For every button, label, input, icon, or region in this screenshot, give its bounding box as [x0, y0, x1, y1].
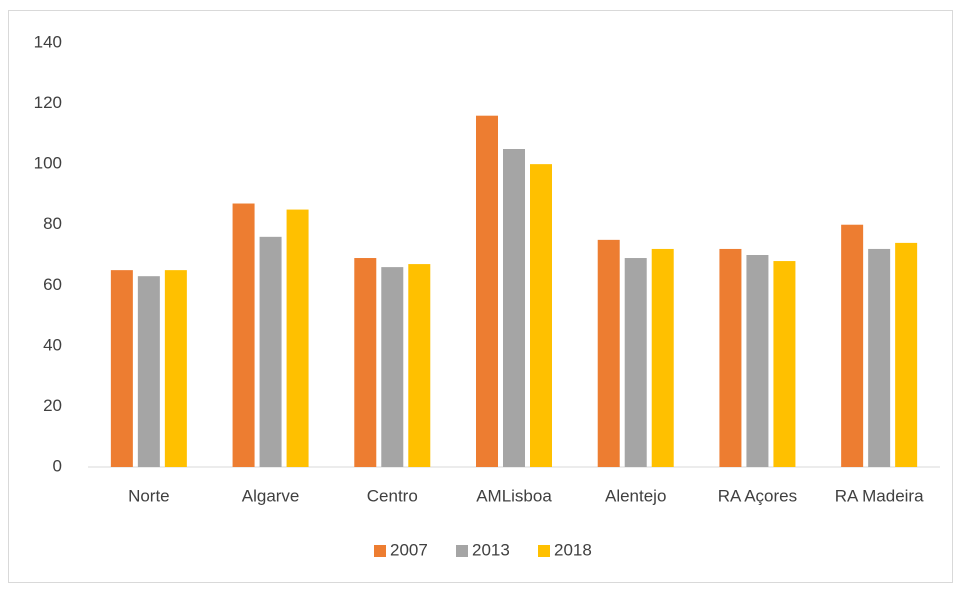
y-tick-label: 20: [43, 396, 62, 415]
bar: [137, 276, 160, 467]
bar: [597, 239, 620, 467]
x-tick-label: RA Açores: [718, 486, 797, 505]
x-tick-label: Alentejo: [605, 486, 666, 505]
legend-swatch: [374, 545, 386, 557]
y-tick-label: 100: [34, 154, 62, 173]
bar: [503, 149, 525, 467]
bar: [232, 203, 255, 467]
bar: [408, 264, 431, 467]
x-tick-label: RA Madeira: [835, 486, 924, 505]
x-tick-label: Norte: [128, 486, 170, 505]
x-tick-label: Algarve: [242, 486, 300, 505]
bar: [110, 270, 133, 467]
y-tick-label: 120: [34, 93, 62, 112]
legend-label: 2013: [472, 540, 510, 559]
legend-label: 2018: [554, 540, 592, 559]
legend-label: 2007: [390, 540, 428, 559]
bar: [773, 261, 796, 467]
bar: [651, 248, 674, 467]
y-tick-label: 0: [53, 456, 62, 475]
x-tick-label: AMLisboa: [476, 486, 552, 505]
bar: [164, 270, 187, 467]
bar: [624, 258, 647, 467]
bar: [476, 115, 498, 467]
bar: [719, 248, 742, 467]
bar: [286, 209, 309, 468]
legend-swatch: [538, 545, 550, 557]
bar: [746, 255, 769, 467]
bar: [354, 258, 377, 467]
bar: [841, 224, 864, 467]
y-tick-label: 140: [34, 32, 62, 51]
bar: [868, 248, 891, 467]
bar: [895, 242, 918, 467]
bar: [259, 236, 282, 467]
x-tick-label: Centro: [367, 486, 418, 505]
y-tick-label: 80: [43, 214, 62, 233]
y-tick-label: 60: [43, 275, 62, 294]
bar: [381, 267, 404, 467]
legend-swatch: [456, 545, 468, 557]
y-tick-label: 40: [43, 335, 62, 354]
bar: [530, 164, 552, 467]
